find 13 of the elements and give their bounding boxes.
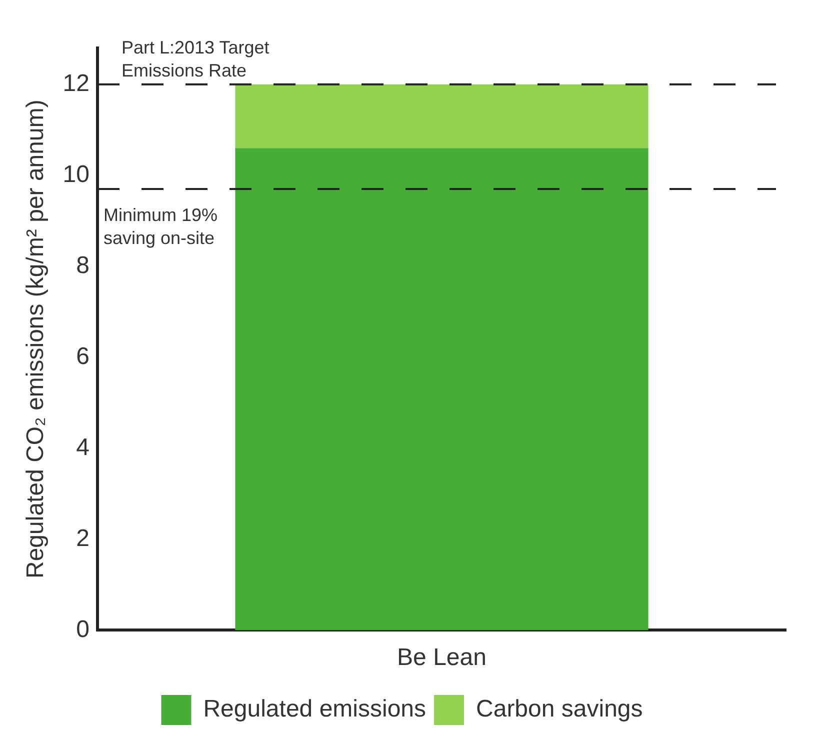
y-tick-label: 10	[62, 160, 90, 188]
annotation: Part L:2013 Target Emissions Rate	[121, 37, 270, 80]
y-tick-label: 4	[76, 434, 90, 461]
y-tick-label: 12	[62, 70, 90, 98]
y-tick-label: 2	[76, 524, 90, 552]
legend-label: Carbon savings	[476, 696, 643, 723]
y-tick-label: 0	[76, 616, 90, 643]
x-tick-label: Be Lean	[397, 644, 486, 672]
y-tick-label: 6	[76, 342, 90, 370]
text: Minimum 19% saving on-site	[103, 205, 218, 248]
legend-label: Regulated emissions	[203, 696, 426, 723]
y-tick-label: 8	[76, 252, 90, 279]
y-axis-title: Regulated CO₂ emissions (kg/m² per annum)	[22, 100, 50, 579]
